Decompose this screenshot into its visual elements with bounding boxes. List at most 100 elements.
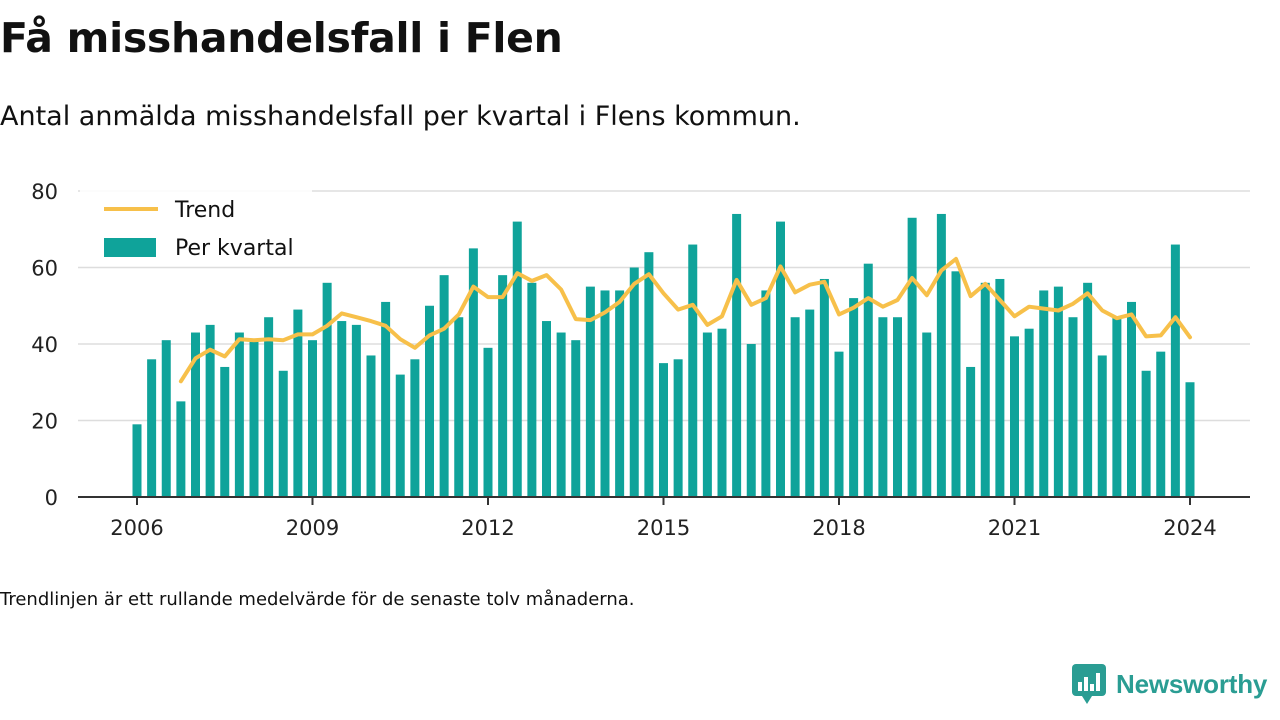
y-tick-label: 60 — [31, 257, 58, 281]
brand-name: Newsworthy — [1116, 668, 1268, 699]
bar-per-kvartal — [161, 340, 171, 497]
newsworthy-icon — [1072, 664, 1106, 704]
trend-line — [178, 256, 1192, 384]
bar-per-kvartal — [615, 290, 625, 497]
bar-per-kvartal — [556, 332, 566, 497]
bar-per-kvartal — [381, 301, 391, 497]
legend: Trend Per kvartal — [80, 188, 312, 266]
bar-per-kvartal — [585, 286, 595, 497]
bar-per-kvartal — [1053, 286, 1063, 497]
bar-per-kvartal — [1083, 282, 1093, 497]
legend-bar-label: Per kvartal — [175, 236, 294, 261]
bar-per-kvartal — [468, 248, 478, 497]
trend-line-layer — [178, 256, 1192, 384]
bar-per-kvartal — [600, 290, 610, 497]
x-tick-label: 2009 — [286, 516, 339, 540]
bar-per-kvartal — [1068, 317, 1078, 497]
bar-per-kvartal — [1097, 355, 1107, 497]
x-tick-label: 2021 — [988, 516, 1041, 540]
bar-per-kvartal — [761, 290, 771, 497]
bar-per-kvartal — [1156, 351, 1166, 497]
bar-per-kvartal — [688, 244, 698, 497]
bar-per-kvartal — [191, 332, 200, 497]
legend-bar-swatch — [104, 238, 156, 257]
bar-per-kvartal — [1170, 244, 1180, 497]
x-tick-label: 2018 — [812, 516, 865, 540]
bar-per-kvartal — [308, 340, 317, 497]
axes: 0 20 40 60 80 2006 2009 2012 2015 2018 2021 2024 — [31, 180, 1250, 540]
x-tick-label: 2015 — [637, 516, 690, 540]
bar-per-kvartal — [951, 271, 961, 497]
chart-area: 0 20 40 60 80 2006 2009 2012 2015 2018 2021 2024 Tr… — [31, 180, 1250, 540]
x-tick-label: 2006 — [110, 516, 163, 540]
bar-per-kvartal — [395, 374, 405, 497]
bar-per-kvartal — [717, 328, 727, 497]
y-tick-label: 40 — [31, 333, 58, 357]
bar-per-kvartal — [732, 213, 742, 497]
bars — [132, 213, 1195, 497]
bar-per-kvartal — [249, 340, 259, 497]
bar-per-kvartal — [819, 278, 829, 497]
bar-per-kvartal — [1024, 328, 1034, 497]
bar-per-kvartal — [644, 252, 654, 497]
bar-per-kvartal — [234, 332, 244, 497]
bar-per-kvartal — [805, 309, 815, 497]
bar-per-kvartal — [790, 317, 800, 497]
bar-per-kvartal — [293, 309, 303, 497]
bar-per-kvartal — [337, 321, 347, 497]
bar-per-kvartal — [629, 267, 639, 497]
bar-per-kvartal — [176, 401, 186, 497]
bar-per-kvartal — [1039, 290, 1049, 497]
bar-per-kvartal — [1010, 336, 1019, 497]
y-tick-label: 20 — [31, 410, 58, 434]
bar-per-kvartal — [483, 347, 493, 497]
bar-per-kvartal — [498, 275, 508, 497]
bar-per-kvartal — [936, 213, 946, 497]
bar-per-kvartal — [1112, 317, 1122, 497]
bar-per-kvartal — [1185, 382, 1195, 497]
bar-per-kvartal — [132, 424, 142, 497]
bar-per-kvartal — [1127, 301, 1136, 497]
bar-per-kvartal — [1141, 370, 1151, 497]
x-tick-label: 2024 — [1163, 516, 1216, 540]
bar-per-kvartal — [147, 359, 157, 497]
bar-per-kvartal — [907, 217, 917, 497]
bar-per-kvartal — [878, 317, 888, 497]
bar-per-kvartal — [966, 366, 976, 497]
chart-title: Få misshandelsfall i Flen — [0, 14, 563, 62]
bar-per-kvartal — [922, 332, 932, 497]
bar-per-kvartal — [439, 275, 449, 497]
y-tick-label: 80 — [31, 180, 58, 204]
bar-per-kvartal — [542, 321, 551, 497]
bar-per-kvartal — [776, 221, 785, 497]
bar-per-kvartal — [454, 317, 464, 497]
bar-per-kvartal — [322, 282, 332, 497]
bar-per-kvartal — [278, 370, 288, 497]
bar-per-kvartal — [512, 221, 522, 497]
bar-per-kvartal — [220, 366, 230, 497]
bar-per-kvartal — [425, 305, 434, 497]
bar-per-kvartal — [264, 317, 274, 497]
bar-per-kvartal — [834, 351, 844, 497]
bar-per-kvartal — [863, 263, 873, 497]
bar-per-kvartal — [351, 324, 361, 497]
bar-per-kvartal — [702, 332, 712, 497]
bar-per-kvartal — [673, 359, 683, 497]
y-tick-label: 0 — [45, 486, 58, 510]
chart-subtitle: Antal anmälda misshandelsfall per kvarta… — [0, 101, 801, 132]
bar-per-kvartal — [366, 355, 376, 497]
footnote: Trendlinjen är ett rullande medelvärde f… — [0, 589, 635, 610]
bar-per-kvartal — [849, 298, 859, 497]
brand-logo: Newsworthy — [1072, 664, 1267, 704]
bar-per-kvartal — [571, 340, 581, 497]
bar-per-kvartal — [410, 359, 420, 497]
bar-per-kvartal — [995, 278, 1005, 497]
bar-per-kvartal — [659, 363, 668, 497]
bar-per-kvartal — [527, 282, 537, 497]
bar-per-kvartal — [980, 282, 990, 497]
legend-trend-label: Trend — [174, 198, 235, 223]
bar-per-kvartal — [746, 344, 756, 497]
x-tick-label: 2012 — [461, 516, 514, 540]
bar-per-kvartal — [205, 324, 215, 497]
bar-per-kvartal — [893, 317, 902, 497]
